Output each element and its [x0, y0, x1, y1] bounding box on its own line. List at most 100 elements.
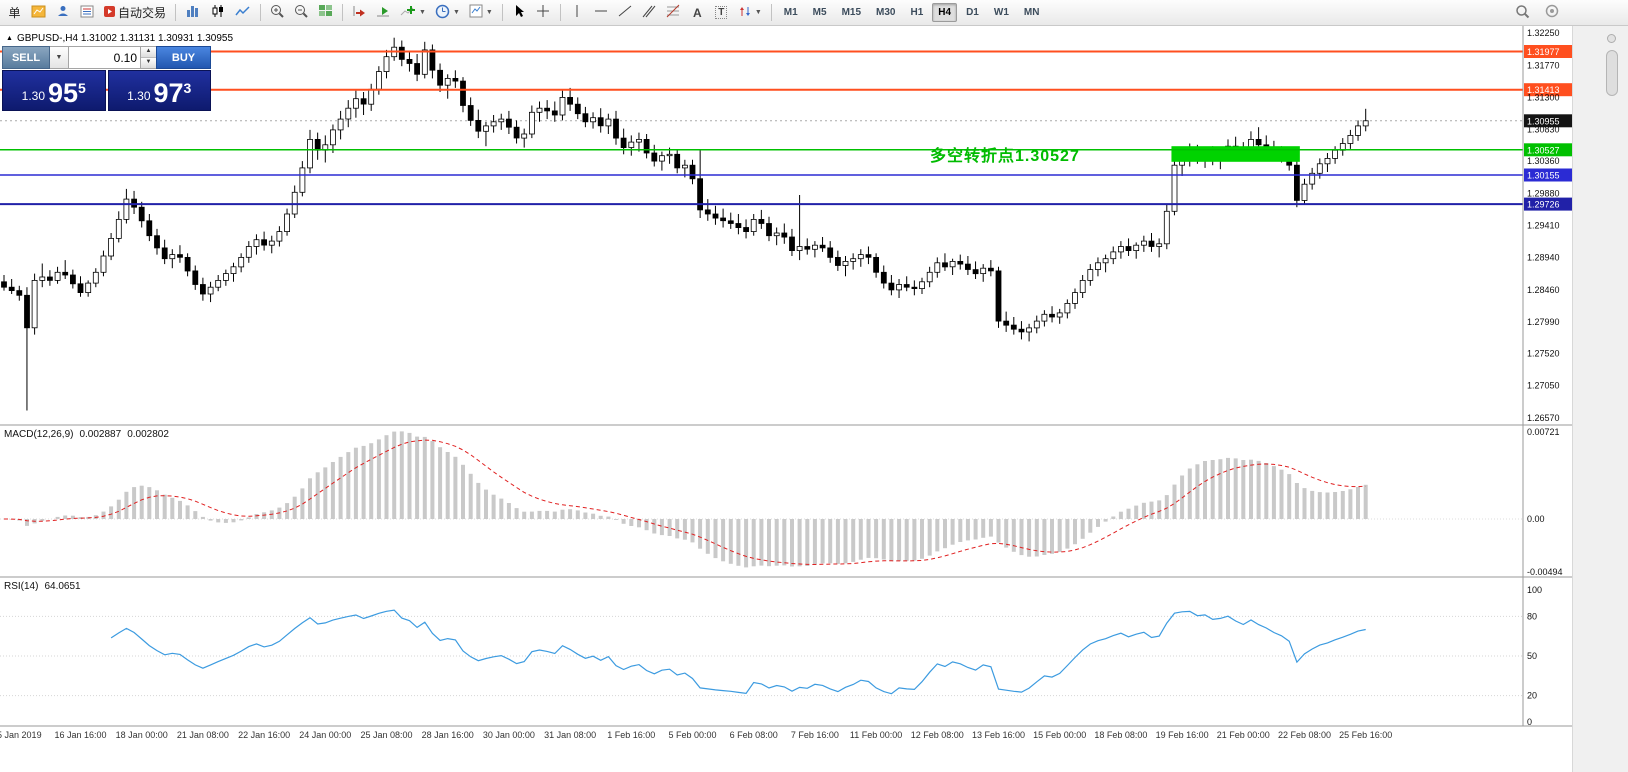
svg-text:1.31977: 1.31977 [1527, 47, 1560, 57]
circle-icon [1545, 4, 1559, 21]
rsi-value: 64.0651 [44, 581, 81, 592]
rsi-panel: 100 80 50 20 0 [0, 585, 1542, 727]
level-lines[interactable] [0, 50, 1523, 206]
svg-text:18 Feb 08:00: 18 Feb 08:00 [1094, 730, 1147, 740]
sell-price-panel[interactable]: 1.30 95 5 [2, 70, 106, 111]
arrows-button[interactable]: ▼ [734, 2, 766, 23]
svg-text:12 Feb 08:00: 12 Feb 08:00 [911, 730, 964, 740]
time-axis: 5 Jan 2019 16 Jan 16:00 18 Jan 00:00 21 Jan… [0, 730, 1392, 740]
channel-button[interactable] [638, 2, 661, 23]
svg-text:1.29880: 1.29880 [1527, 189, 1560, 199]
vertical-scrollbar-thumb[interactable] [1606, 50, 1618, 96]
svg-text:22 Jan 16:00: 22 Jan 16:00 [238, 730, 290, 740]
zoom-in-button[interactable] [266, 2, 289, 23]
buy-price-prefix: 1.30 [127, 89, 151, 103]
sell-button[interactable]: SELL [2, 46, 50, 69]
timeframe-m5[interactable]: M5 [812, 7, 827, 18]
rsi-indicator-label: RSI(14) 64.0651 [4, 581, 81, 592]
panel-dividers[interactable] [0, 26, 1572, 727]
scrollbar-knob[interactable] [1607, 34, 1616, 43]
svg-text:1.29726: 1.29726 [1527, 200, 1560, 210]
svg-text:28 Jan 16:00: 28 Jan 16:00 [422, 730, 474, 740]
svg-text:1.30155: 1.30155 [1527, 171, 1560, 181]
chart-area: 1.31977 1.31413 1.30527 1.30155 1.29726 1.309… [0, 26, 1628, 772]
search-button[interactable] [1511, 2, 1534, 23]
timeframe-m15[interactable]: M15 [841, 7, 862, 18]
svg-text:16 Jan 16:00: 16 Jan 16:00 [54, 730, 106, 740]
svg-text:1.31413: 1.31413 [1527, 85, 1560, 95]
sell-price-sup: 5 [78, 80, 86, 96]
candlestick-chart-button[interactable] [206, 2, 230, 23]
timeframe-h1[interactable]: H1 [910, 7, 924, 18]
buy-price-sup: 3 [183, 80, 192, 96]
crosshair-button[interactable] [532, 2, 555, 23]
tile-windows-button[interactable] [314, 2, 337, 23]
macd-panel: 0.00721 0.00 -0.00494 [0, 427, 1563, 577]
periods-button[interactable]: ▼ [431, 2, 464, 23]
market-watch-button[interactable] [75, 2, 98, 23]
profile-button[interactable] [51, 2, 74, 23]
timeframe-w1[interactable]: W1 [993, 7, 1009, 18]
channel-icon [642, 4, 656, 21]
fibonacci-button[interactable] [662, 2, 685, 23]
clock-icon [435, 4, 450, 22]
cursor-button[interactable] [508, 2, 531, 23]
auto-scroll-button[interactable] [372, 2, 395, 23]
timeframe-mn[interactable]: MN [1023, 7, 1040, 18]
search-icon [1515, 4, 1530, 22]
svg-text:19 Feb 16:00: 19 Feb 16:00 [1156, 730, 1209, 740]
volume-down-button[interactable]: ▼ [141, 58, 156, 68]
text-label-button[interactable]: T [710, 2, 733, 23]
volume-input[interactable] [69, 50, 137, 65]
zoom-out-button[interactable] [290, 2, 313, 23]
svg-text:1.31770: 1.31770 [1527, 61, 1560, 71]
candlestick-chart-icon [210, 4, 226, 21]
line-chart-button[interactable] [231, 2, 255, 23]
svg-text:1.26570: 1.26570 [1527, 413, 1560, 423]
horizontal-line-button[interactable] [590, 2, 613, 23]
shift-chart-button[interactable] [348, 2, 371, 23]
timeframe-d1[interactable]: D1 [966, 7, 979, 18]
price-axis: 1.31977 1.31413 1.30527 1.30155 1.29726 1.309… [1524, 28, 1572, 423]
text-label-icon: T [715, 6, 728, 19]
one-click-prices: 1.30 95 5 1.30 97 3 [2, 70, 211, 111]
svg-text:1.31300: 1.31300 [1527, 92, 1560, 102]
chevron-down-icon: ▼ [754, 9, 762, 16]
templates-button[interactable]: ▼ [465, 2, 497, 23]
svg-text:1 Feb 16:00: 1 Feb 16:00 [607, 730, 655, 740]
quick-settings-button[interactable] [1540, 2, 1563, 23]
svg-text:22 Feb 08:00: 22 Feb 08:00 [1278, 730, 1331, 740]
volume-up-button[interactable]: ▲ [141, 47, 156, 58]
highlight-rectangle[interactable] [1171, 146, 1300, 162]
separator [175, 4, 177, 21]
trendline-button[interactable] [614, 2, 637, 23]
buy-button[interactable]: BUY [156, 46, 211, 69]
price-chart[interactable]: 1.319771.314131.305271.301551.297261.309… [0, 26, 1628, 772]
autotrade-icon [103, 5, 116, 21]
rsi-name: RSI(14) [4, 581, 39, 592]
timeframe-m1[interactable]: M1 [783, 7, 798, 18]
text-button[interactable]: A [686, 2, 709, 23]
svg-text:0.00: 0.00 [1527, 514, 1545, 524]
line-chart-icon [235, 4, 251, 21]
buy-price-panel[interactable]: 1.30 97 3 [107, 70, 211, 111]
timeframe-m30[interactable]: M30 [876, 7, 896, 18]
autotrade-button[interactable]: 自动交易 [99, 2, 170, 23]
arrows-icon [738, 5, 752, 21]
svg-text:21 Jan 08:00: 21 Jan 08:00 [177, 730, 229, 740]
separator [559, 4, 561, 21]
volume-preset-dropdown[interactable]: ▼ [50, 46, 69, 69]
bar-chart-button[interactable] [181, 2, 205, 23]
svg-text:100: 100 [1527, 585, 1542, 595]
add-indicator-button[interactable]: ▼ [396, 2, 430, 23]
separator [501, 4, 503, 21]
template-icon [469, 4, 483, 21]
chart-window-button[interactable] [27, 2, 50, 23]
crosshair-icon [536, 4, 550, 21]
new-order-button[interactable]: 单 [3, 2, 26, 23]
timeframe-h4[interactable]: H4 [932, 3, 958, 22]
vertical-line-button[interactable] [566, 2, 589, 23]
new-order-label: 单 [8, 6, 21, 20]
bar-chart-icon [185, 4, 201, 21]
